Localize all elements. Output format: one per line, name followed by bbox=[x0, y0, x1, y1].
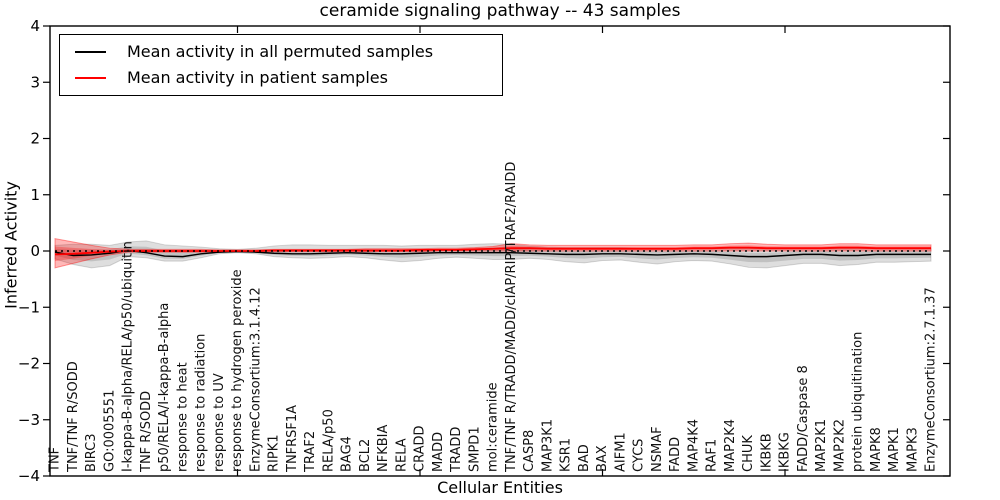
y-tick-label: 1 bbox=[30, 186, 40, 204]
x-category-label: FADD/Caspase 8 bbox=[796, 365, 811, 472]
x-category-label: protein ubiquitination bbox=[851, 332, 866, 472]
x-category-label: FADD bbox=[668, 437, 683, 472]
x-category-label: TNF bbox=[48, 447, 63, 473]
x-category-label: NFKBIA bbox=[376, 425, 391, 472]
band-permuted-sample-range bbox=[54, 240, 932, 269]
x-category-label: AIFM1 bbox=[613, 432, 628, 472]
y-tick-label: 4 bbox=[30, 17, 40, 35]
x-category-label: BAD bbox=[577, 444, 592, 472]
x-category-label: TNF/TNF R/TRADD/MADD/cIAP/RIP/TRAF2/RAID… bbox=[504, 162, 519, 473]
x-category-label: MADD bbox=[431, 432, 446, 472]
y-tick-label: 3 bbox=[30, 73, 40, 91]
x-category-label: BAX bbox=[595, 445, 610, 472]
x-category-label: mol:ceramide bbox=[486, 382, 501, 472]
legend: Mean activity in all permuted samples Me… bbox=[59, 34, 503, 96]
x-category-label: MAP3K1 bbox=[540, 419, 555, 472]
legend-label-permuted: Mean activity in all permuted samples bbox=[127, 42, 434, 61]
x-category-label: TRAF2 bbox=[303, 431, 318, 473]
x-category-label: TNF R/SODD bbox=[139, 391, 154, 473]
legend-line-patient-icon bbox=[75, 77, 106, 79]
x-category-label: response to UV bbox=[212, 373, 227, 472]
x-category-label: CASP8 bbox=[522, 430, 537, 472]
legend-label-patient: Mean activity in patient samples bbox=[127, 68, 388, 87]
line-patient-mean bbox=[54, 246, 931, 256]
x-category-label: BAG4 bbox=[340, 436, 355, 472]
legend-entry-permuted: Mean activity in all permuted samples bbox=[60, 39, 502, 65]
x-category-label: BIRC3 bbox=[84, 434, 99, 473]
x-category-label: CRADD bbox=[413, 426, 428, 473]
x-category-label: TNFRSF1A bbox=[285, 405, 300, 473]
x-category-label: MAP2K1 bbox=[814, 419, 829, 472]
x-category-label: CHUK bbox=[741, 435, 756, 472]
x-category-label: MAP4K4 bbox=[686, 419, 701, 472]
line-permuted-mean bbox=[54, 249, 931, 258]
x-category-label: IKBKB bbox=[759, 433, 774, 472]
x-category-label: MAPK1 bbox=[887, 427, 902, 472]
x-category-label: response to hydrogen peroxide bbox=[230, 269, 245, 472]
x-category-label: NSMAF bbox=[650, 426, 665, 472]
x-category-label: RELA bbox=[394, 438, 409, 472]
y-tick-label: 0 bbox=[30, 242, 40, 260]
x-category-label: TNF/TNF R/SODD bbox=[66, 361, 81, 473]
x-category-label: EnzymeConsortium:3.1.4.12 bbox=[248, 287, 263, 472]
x-category-label: TRADD bbox=[449, 427, 464, 473]
x-category-label: BCL2 bbox=[358, 439, 373, 472]
x-category-label: RAF1 bbox=[705, 439, 720, 472]
band-patient-sample-range bbox=[54, 238, 932, 269]
x-category-label: KSR1 bbox=[559, 438, 574, 472]
x-category-label: MAPK3 bbox=[905, 427, 920, 472]
chart-title: ceramide signaling pathway -- 43 samples bbox=[319, 1, 681, 21]
y-axis-label: Inferred Activity bbox=[1, 181, 21, 309]
x-category-label: response to heat bbox=[175, 362, 190, 472]
x-category-label: MAP2K4 bbox=[723, 419, 738, 472]
x-axis-label: Cellular Entities bbox=[437, 478, 563, 497]
x-category-label: RIPK1 bbox=[267, 434, 282, 472]
legend-entry-patient: Mean activity in patient samples bbox=[60, 65, 502, 91]
x-category-label: GO:0005551 bbox=[102, 390, 117, 472]
band-patient-sample-range-inner bbox=[55, 245, 931, 262]
x-category-label: RELA/p50 bbox=[321, 409, 336, 472]
y-tick-label: −3 bbox=[18, 411, 40, 429]
x-category-label: response to radiation bbox=[194, 334, 209, 472]
y-tick-label: 2 bbox=[30, 130, 40, 148]
y-tick-label: −4 bbox=[18, 467, 40, 485]
x-category-label: MAPK8 bbox=[869, 427, 884, 472]
x-category-label: p50/RELA/I-kappa-B-alpha bbox=[157, 303, 172, 472]
x-category-label: EnzymeConsortium:2.7.1.37 bbox=[924, 287, 939, 472]
x-category-label: CYCS bbox=[632, 439, 647, 472]
legend-line-permuted-icon bbox=[75, 51, 106, 53]
y-tick-label: −1 bbox=[18, 298, 40, 316]
x-category-label: I-kappa-B-alpha/RELA/p50/ubiquitin bbox=[121, 241, 136, 472]
plot-border bbox=[49, 25, 951, 477]
x-category-label: SMPD1 bbox=[467, 426, 482, 472]
y-tick-label: −2 bbox=[18, 355, 40, 373]
x-category-label: IKBKG bbox=[778, 432, 793, 472]
x-category-label: MAP2K2 bbox=[832, 419, 847, 472]
